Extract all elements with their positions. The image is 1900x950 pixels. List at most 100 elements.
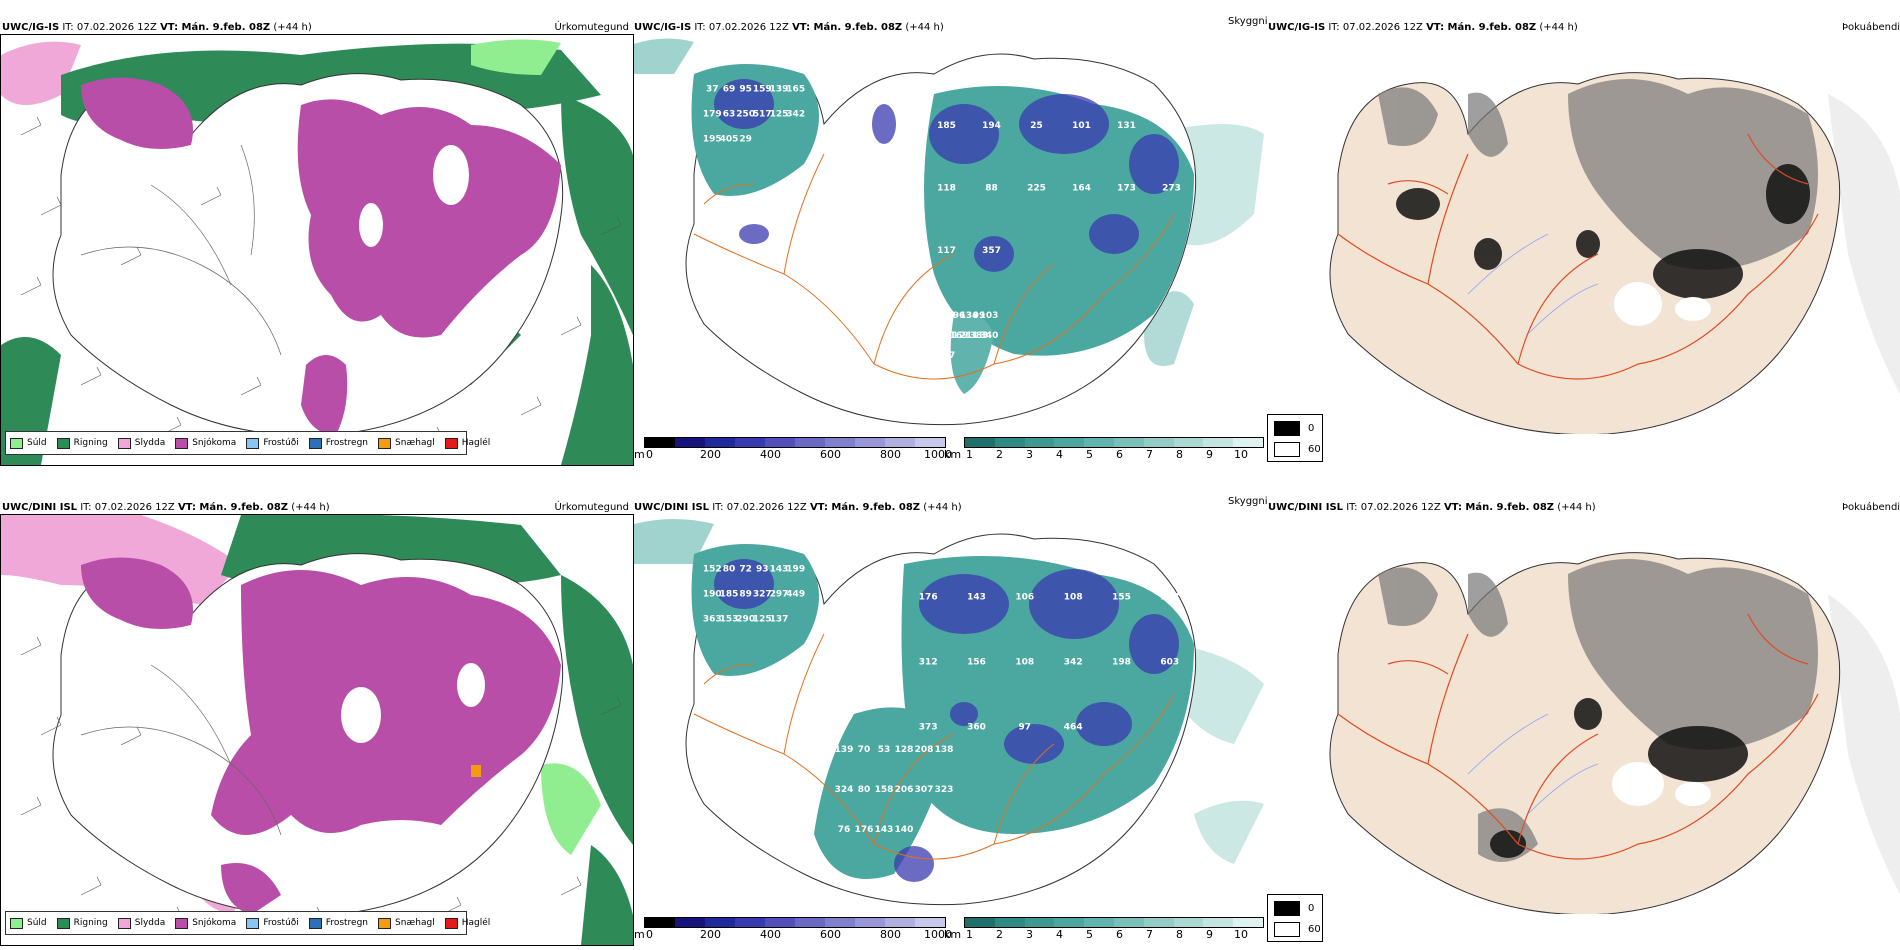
cloud-base-label: 143 <box>875 825 894 835</box>
cloud-base-label: 95 <box>739 85 752 95</box>
visibility-tick: 7 <box>1146 448 1153 461</box>
cloud-base-label: 97 <box>943 351 956 361</box>
fog-title-left: UWC/IG-IS IT: 07.02.2026 12Z VT: Mán. 9.… <box>1268 22 1578 34</box>
height-tick: 0 <box>646 928 653 941</box>
legend-swatch <box>308 917 322 929</box>
cloud-base-label: 80 <box>723 565 736 575</box>
cloud-base-label: 603 <box>1160 658 1179 668</box>
cloud-base-label: 80 <box>858 785 871 795</box>
visibility-tick: 5 <box>1086 928 1093 941</box>
init-time: IT: 07.02.2026 12Z <box>712 502 807 513</box>
cloud-base-label: 373 <box>919 723 938 733</box>
legend-swatch <box>117 917 131 929</box>
fog-legend-high: 0 <box>1274 901 1314 916</box>
cloud-base-label: 140 <box>895 825 914 835</box>
height-colorbar-strip <box>644 437 946 448</box>
height-tick: 200 <box>700 928 721 941</box>
cloud-base-label: 99 <box>973 311 986 321</box>
cloud-base-label: 185 <box>937 121 956 131</box>
visibility-tick: 4 <box>1056 928 1063 941</box>
precip-type-title: Úrkomutegund <box>554 22 629 33</box>
row-2: UWC/DINI ISL IT: 07.02.2026 12Z VT: Mán.… <box>0 480 1900 950</box>
fog-index-title: Þokuábendi <box>1842 22 1900 33</box>
visibility-tick: 6 <box>1116 448 1123 461</box>
height-unit: m <box>634 448 645 461</box>
cloud-base-label: 101 <box>1072 121 1091 131</box>
cloud-visibility-map[interactable]: 37 185 101 69 194 18 95 25 96 159 101 134 139 131 99 16… <box>634 34 1264 434</box>
cloud-base-label: 194 <box>982 121 1001 131</box>
visibility-tick: 3 <box>1026 448 1033 461</box>
legend-label: Snæhagl <box>395 438 435 448</box>
cloud-base-label: 297 <box>770 590 789 600</box>
cloud-base-label: 108 <box>1015 658 1034 668</box>
height-tick: 200 <box>700 448 721 461</box>
lead-time: (+44 h) <box>273 22 312 33</box>
legend-item: Súld <box>10 917 47 929</box>
legend-item: Rigning <box>56 917 108 929</box>
fog-legend: 0 60 <box>1267 894 1323 942</box>
legend-swatch <box>10 437 23 449</box>
lead-time: (+44 h) <box>1539 22 1578 33</box>
height-tick: 400 <box>760 928 781 941</box>
cloud-base-label: 152 <box>703 565 722 575</box>
height-tick: 1000 <box>924 928 952 941</box>
cloud-base-label: 134 <box>960 311 979 321</box>
height-tick: 0 <box>646 448 653 461</box>
cloud-base-label: 53 <box>878 745 891 755</box>
fog-legend-high: 0 <box>1274 421 1314 436</box>
cloud-base-label: 185 <box>720 590 739 600</box>
precip-type-map[interactable]: Súld Rigning Slydda Snjókoma Frostúði Fr… <box>0 514 634 946</box>
legend-label: Rigning <box>73 918 108 928</box>
legend-label: Rigning <box>73 438 108 448</box>
legend-label: Haglél <box>461 438 491 448</box>
cloud-base-label: 164 <box>1072 183 1091 193</box>
legend-swatch <box>444 917 458 929</box>
visibility-colorbar: km 1 2 3 4 5 6 7 8 9 10 <box>944 437 1264 463</box>
cloud-base-label: 181 <box>940 331 959 341</box>
precip-type-map[interactable]: Súld Rigning Slydda Snjókoma Frostúði Fr… <box>0 34 634 466</box>
fog-legend-low: 60 <box>1274 922 1321 937</box>
cloud-base-label: 76 <box>838 825 851 835</box>
fog-swatch <box>1274 421 1300 436</box>
model-label: UWC/IG-IS <box>634 22 692 33</box>
cloud-base-label: 125 <box>770 110 789 120</box>
model-label: UWC/DINI ISL <box>634 502 710 513</box>
cloud-base-label: 169 <box>950 331 969 341</box>
legend-swatch <box>444 437 458 449</box>
cloud-base-label: 342 <box>1064 658 1083 668</box>
cloud-base-label: 195 <box>703 135 722 145</box>
legend-label: Snæhagl <box>395 918 435 928</box>
cloud-base-label: 198 <box>1112 658 1131 668</box>
precip-legend: Súld Rigning Slydda Snjókoma Frostúði Fr… <box>5 431 490 455</box>
visibility-colorbar-strip <box>964 917 1264 928</box>
visibility-tick: 9 <box>1206 928 1213 941</box>
visibility-tick: 8 <box>1176 448 1183 461</box>
fog-index-map[interactable] <box>1268 34 1900 434</box>
cloud-base-label: 117 <box>937 246 956 256</box>
legend-item: Frostregn <box>308 917 368 929</box>
cloud-base-label: 324 <box>835 785 854 795</box>
cloud-base-label: 250 <box>736 110 755 120</box>
fog-swatch <box>1274 922 1300 937</box>
cloud-base-label: 383 <box>970 331 989 341</box>
legend-item: Frostregn <box>308 437 368 449</box>
cloud-base-label: 18 <box>943 311 956 321</box>
cloud-base-label: 405 <box>720 135 739 145</box>
init-time: IT: 07.02.2026 12Z <box>694 22 789 33</box>
legend-swatch <box>246 437 260 449</box>
cloud-base-label: 153 <box>720 615 739 625</box>
height-tick: 800 <box>880 928 901 941</box>
init-time: IT: 07.02.2026 12Z <box>1328 22 1423 33</box>
visibility-tick: 2 <box>996 928 1003 941</box>
legend-swatch <box>56 917 70 929</box>
cloud-visibility-map[interactable]: 152 176 139 80 143 70 72 106 53 93 108 128 143 155 208… <box>634 514 1264 914</box>
cloud-base-label: 93 <box>756 565 769 575</box>
cloud-base-label: 208 <box>915 745 934 755</box>
fog-index-map[interactable] <box>1268 514 1900 914</box>
init-time: IT: 07.02.2026 12Z <box>80 502 175 513</box>
legend-item: Snæhagl <box>378 917 435 929</box>
cloud-base-label: 357 <box>982 246 1001 256</box>
init-time: IT: 07.02.2026 12Z <box>62 22 157 33</box>
height-tick: 600 <box>820 928 841 941</box>
fog-high-label: 0 <box>1308 903 1315 914</box>
